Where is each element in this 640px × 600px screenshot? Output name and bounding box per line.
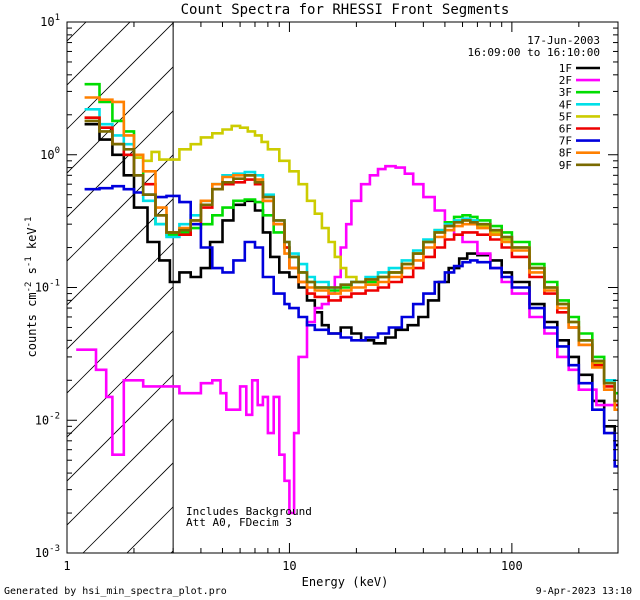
hatch-line xyxy=(67,242,174,350)
x-axis-label: Energy (keV) xyxy=(302,575,389,589)
axis-ticks xyxy=(66,22,619,554)
legend-label-7F: 7F xyxy=(559,135,572,148)
x-tick-label: 100 xyxy=(501,559,523,573)
y-tick-label: 10-2 xyxy=(35,411,60,427)
annotation-background: Includes Background xyxy=(186,505,312,518)
axis-tick-labels: 1 10 100 101 100 10-1 10-2 10-3 xyxy=(35,13,523,573)
legend-label-5F: 5F xyxy=(559,110,572,123)
hatch-line xyxy=(67,330,174,438)
hatch-line xyxy=(67,418,174,526)
series-line-1F xyxy=(84,122,618,447)
annotation-attenuator: Att A0, FDecim 3 xyxy=(186,516,292,529)
series-line-2F xyxy=(76,164,618,515)
y-tick-label: 10-3 xyxy=(35,544,60,560)
hatch-line xyxy=(67,66,174,174)
hatch-line xyxy=(391,0,640,553)
hatch-line xyxy=(67,154,174,262)
legend-label-3F: 3F xyxy=(559,86,572,99)
observation-time-range: 16:09:00 to 16:10:00 xyxy=(468,46,600,59)
chart-title: Count Spectra for RHESSI Front Segments xyxy=(181,2,510,18)
footer-timestamp: 9-Apr-2023 13:10 xyxy=(536,586,632,597)
hatch-line xyxy=(567,0,640,553)
legend-label-9F: 9F xyxy=(559,159,572,172)
hatch-line xyxy=(611,0,640,553)
hatch-line xyxy=(215,0,640,553)
series-line-7F xyxy=(84,184,618,468)
y-tick-label: 100 xyxy=(40,146,60,162)
legend-label-6F: 6F xyxy=(559,123,572,136)
hatch-line xyxy=(67,198,174,306)
footer-generated-by: Generated by hsi_min_spectra_plot.pro xyxy=(4,586,227,597)
y-tick-label: 10-1 xyxy=(35,279,60,295)
series-line-3F xyxy=(84,82,618,395)
series-line-4F xyxy=(84,108,618,403)
series-line-8F xyxy=(84,96,618,411)
y-axis-label: counts cm-2 s-1 keV-1 xyxy=(24,217,39,358)
x-tick-label: 1 xyxy=(63,559,70,573)
hatch-line xyxy=(67,374,174,482)
legend-label-4F: 4F xyxy=(559,98,572,111)
series-lines xyxy=(76,82,618,515)
hatch-line xyxy=(67,22,131,86)
series-line-9F xyxy=(84,119,618,403)
hatch-line xyxy=(67,286,174,394)
hatch-lines xyxy=(67,0,640,553)
series-group xyxy=(76,82,618,515)
background-hatch-region xyxy=(67,0,640,553)
y-tick-label: 101 xyxy=(40,13,60,29)
legend-label-8F: 8F xyxy=(559,147,572,160)
hatch-line xyxy=(82,462,174,553)
x-tick-label: 10 xyxy=(282,559,296,573)
legend-label-2F: 2F xyxy=(559,74,572,87)
legend-label-1F: 1F xyxy=(559,62,572,75)
observation-date: 17-Jun-2003 xyxy=(527,34,600,47)
hatch-line xyxy=(67,22,174,130)
